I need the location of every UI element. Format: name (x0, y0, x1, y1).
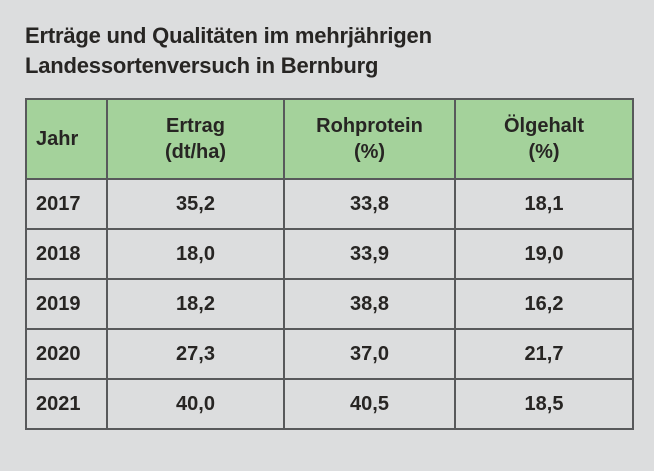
header-row: Jahr Ertrag (dt/ha) Rohprotein (%) Ölgeh… (25, 98, 634, 180)
page-title: Erträge und Qualitäten im mehrjährigen L… (25, 21, 654, 81)
oelgehalt-cell: 19,0 (454, 228, 634, 280)
table-row: 2019 18,2 38,8 16,2 (25, 278, 634, 330)
oelgehalt-cell: 18,5 (454, 378, 634, 430)
column-header-ertrag: Ertrag (dt/ha) (106, 98, 285, 180)
ertrag-cell: 18,0 (106, 228, 285, 280)
rohprotein-cell: 40,5 (283, 378, 456, 430)
page-title-line-2: Landessortenversuch in Bernburg (25, 53, 379, 78)
year-cell: 2017 (25, 178, 108, 230)
oelgehalt-cell: 16,2 (454, 278, 634, 330)
year-cell: 2021 (25, 378, 108, 430)
rohprotein-cell: 33,9 (283, 228, 456, 280)
column-header-oelgehalt: Ölgehalt (%) (454, 98, 634, 180)
page-title-line-1: Erträge und Qualitäten im mehrjährigen (25, 23, 432, 48)
table-row: 2021 40,0 40,5 18,5 (25, 378, 634, 430)
rohprotein-cell: 33,8 (283, 178, 456, 230)
oelgehalt-cell: 18,1 (454, 178, 634, 230)
ertrag-cell: 35,2 (106, 178, 285, 230)
ertrag-cell: 40,0 (106, 378, 285, 430)
rohprotein-cell: 38,8 (283, 278, 456, 330)
page: Erträge und Qualitäten im mehrjährigen L… (25, 21, 654, 430)
results-table: Jahr Ertrag (dt/ha) Rohprotein (%) Ölgeh… (25, 98, 634, 430)
year-cell: 2020 (25, 328, 108, 380)
oelgehalt-cell: 21,7 (454, 328, 634, 380)
table-row: 2020 27,3 37,0 21,7 (25, 328, 634, 380)
table-row: 2018 18,0 33,9 19,0 (25, 228, 634, 280)
column-header-rohprotein: Rohprotein (%) (283, 98, 456, 180)
ertrag-cell: 27,3 (106, 328, 285, 380)
column-header-jahr: Jahr (25, 98, 108, 180)
rohprotein-cell: 37,0 (283, 328, 456, 380)
year-cell: 2019 (25, 278, 108, 330)
table-row: 2017 35,2 33,8 18,1 (25, 178, 634, 230)
ertrag-cell: 18,2 (106, 278, 285, 330)
year-cell: 2018 (25, 228, 108, 280)
